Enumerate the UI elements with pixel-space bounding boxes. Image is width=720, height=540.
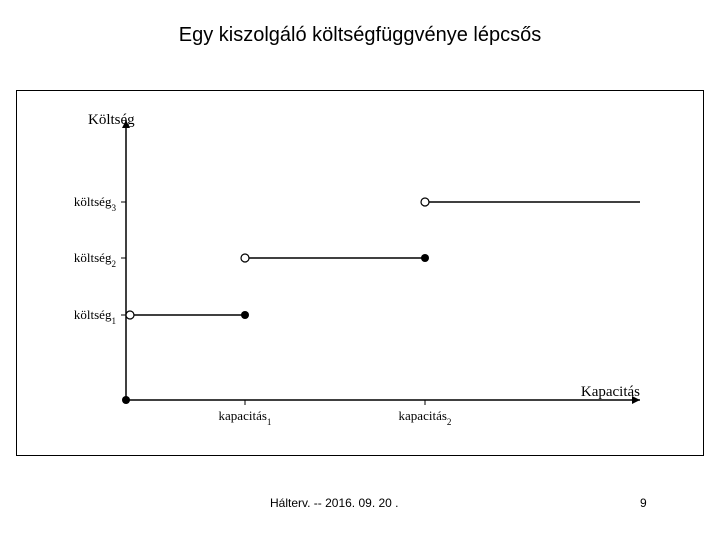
svg-text:kapacitás2: kapacitás2 xyxy=(399,408,452,427)
page-title: Egy kiszolgáló költségfüggvénye lépcsős xyxy=(0,24,720,47)
svg-text:kapacitás1: kapacitás1 xyxy=(219,408,272,427)
step-chart: Költség Kapacitás költség1 költség2 költség3… xyxy=(40,100,680,450)
svg-text:Kapacitás: Kapacitás xyxy=(581,384,640,400)
svg-text:költség1: költség1 xyxy=(74,307,116,326)
svg-text:Költség: Költség xyxy=(88,112,135,128)
slide: Egy kiszolgáló költségfüggvénye lépcsős … xyxy=(0,0,720,540)
footer-left: Hálterv. -- 2016. 09. 20 . xyxy=(270,496,399,510)
svg-text:költség3: költség3 xyxy=(74,194,117,213)
svg-text:költség2: költség2 xyxy=(74,250,117,269)
page-number: 9 xyxy=(640,496,647,510)
